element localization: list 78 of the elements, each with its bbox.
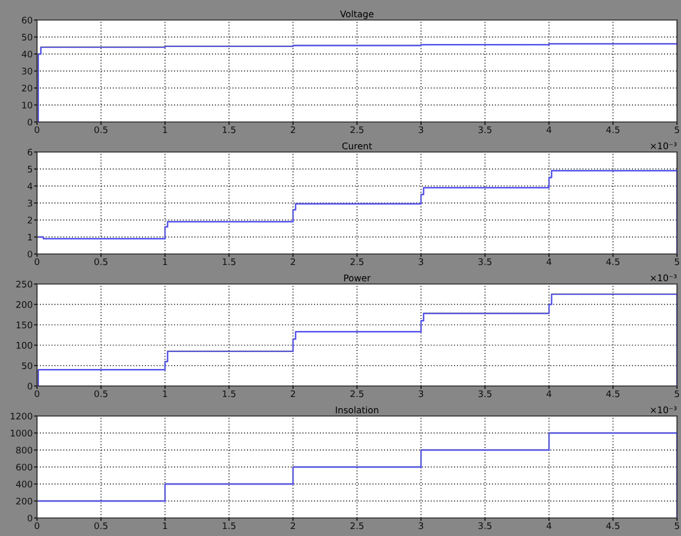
text: ×10⁻³	[650, 274, 677, 282]
y-tick-label: 200	[16, 498, 32, 505]
x-tick-label: 0	[34, 126, 40, 134]
y-tick-label: 50	[22, 34, 32, 41]
x-tick-label: 0.5	[94, 390, 108, 398]
text: ×10⁻³	[650, 406, 677, 414]
x-tick-label: 4.5	[606, 126, 620, 134]
y-tick-label: 1000	[10, 430, 32, 437]
x-tick-label: 4	[546, 126, 552, 134]
x-tick-label: 5	[674, 258, 680, 266]
y-tick-label: 60	[22, 16, 32, 24]
y-tick-label: 6	[28, 148, 32, 156]
y-tick-label: 150	[16, 322, 32, 328]
x-tick-label: 0	[34, 258, 40, 266]
x-tick-label: 1	[163, 258, 168, 266]
x-tick-label: 5	[674, 522, 680, 530]
x-tick-label: 2	[290, 390, 295, 398]
y-tick-label: 200	[16, 301, 32, 308]
chart-title: Insolation	[336, 406, 378, 414]
text: ×10⁻³	[650, 142, 677, 150]
x-tick-label: 2.5	[350, 126, 364, 134]
chart-title: Power	[344, 274, 371, 282]
x-tick-label: 5	[674, 126, 680, 134]
y-tick-label: 5	[28, 166, 32, 173]
chart-title: Voltage	[340, 10, 374, 20]
x-tick-label: 2.5	[350, 258, 364, 266]
x-tick-label: 4	[546, 522, 552, 530]
y-tick-label: 100	[16, 342, 32, 349]
y-tick-label: 2	[28, 216, 32, 224]
y-tick-label: 1	[28, 234, 32, 240]
x-tick-label: 1.5	[222, 522, 236, 530]
x-tick-label: 1.5	[222, 126, 236, 134]
y-tick-label: 40	[22, 50, 32, 58]
x-tick-label: 3	[418, 390, 424, 398]
x-tick-label: 1	[163, 126, 168, 134]
x-tick-label: 1	[163, 522, 168, 530]
x-tick-label: 2.5	[350, 522, 364, 530]
x-tick-label: 2	[290, 522, 295, 530]
x-tick-label: 0.5	[94, 258, 108, 266]
x-tick-label: 4	[546, 390, 552, 398]
x-tick-label: 4.5	[606, 258, 620, 266]
x-tick-label: 3.5	[478, 522, 492, 530]
x-tick-label: 2.5	[350, 390, 364, 398]
y-tick-label: 20	[22, 84, 32, 92]
y-tick-label: 4	[28, 182, 32, 190]
x-tick-label: 2	[290, 258, 295, 266]
x-tick-label: 2	[290, 126, 295, 134]
y-tick-label: 250	[16, 280, 32, 288]
x-tick-label: 1.5	[222, 390, 236, 398]
x-tick-label: 4.5	[606, 522, 620, 530]
y-tick-label: 0	[28, 382, 32, 390]
x-tick-label: 3.5	[478, 126, 492, 134]
x-tick-label: 5	[674, 390, 680, 398]
chart-title: Curent	[342, 142, 372, 150]
x-tick-label: 3	[418, 126, 424, 134]
x-tick-label: 3.5	[478, 258, 492, 266]
x-tick-label: 4	[546, 258, 552, 266]
y-tick-label: 10	[22, 102, 32, 109]
x-tick-label: 1.5	[222, 258, 236, 266]
y-tick-label: 3	[28, 200, 32, 207]
y-tick-label: 0	[28, 250, 32, 258]
y-tick-label: 30	[22, 68, 32, 75]
y-tick-label: 600	[16, 464, 32, 471]
x-tick-label: 3	[418, 522, 424, 530]
x-tick-label: 0.5	[94, 126, 108, 134]
x-tick-label: 1	[163, 390, 168, 398]
x-tick-label: 0	[34, 522, 40, 530]
y-tick-label: 400	[16, 480, 32, 488]
x-tick-label: 4.5	[606, 390, 620, 398]
x-tick-label: 3.5	[478, 390, 492, 398]
y-tick-label: 50	[22, 362, 32, 370]
y-tick-label: 1200	[10, 412, 32, 420]
y-tick-label: 0	[28, 118, 32, 126]
x-tick-label: 3	[418, 258, 424, 266]
y-tick-label: 0	[28, 514, 32, 522]
y-tick-label: 800	[16, 446, 32, 454]
x-tick-label: 0.5	[94, 522, 108, 530]
x-tick-label: 0	[34, 390, 40, 398]
